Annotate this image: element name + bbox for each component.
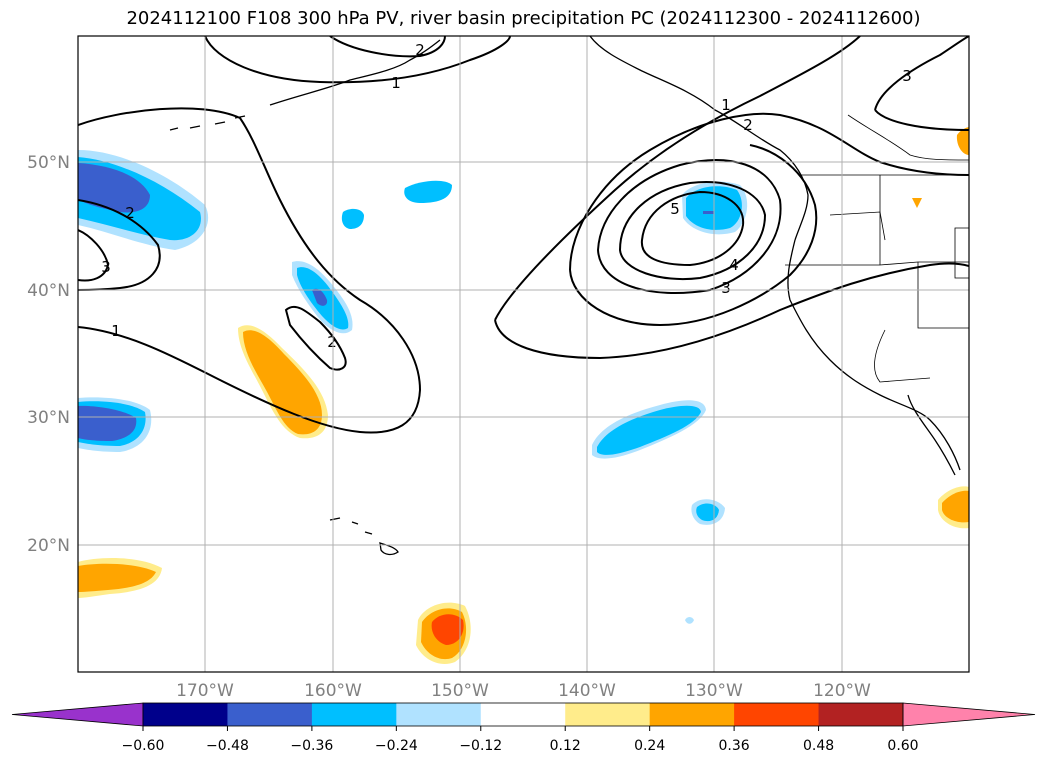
contour-label: 1	[721, 96, 731, 114]
contour-label: 3	[721, 279, 731, 297]
lon-label: 170°W	[176, 681, 234, 701]
colorbar-tick-label: 0.12	[550, 738, 581, 754]
map-frame	[77, 35, 970, 673]
colorbar-tick-label: −0.60	[122, 738, 165, 754]
lon-label: 150°W	[431, 681, 489, 701]
map-title: 2024112100 F108 300 hPa PV, river basin …	[126, 8, 921, 29]
colorbar-segment	[227, 703, 313, 726]
lat-label: 50°N	[27, 153, 70, 173]
contour-label: 2	[743, 116, 753, 134]
colorbar-tick-label: −0.24	[375, 738, 418, 754]
lat-label: 30°N	[27, 408, 70, 428]
colorbar: −0.60 −0.48 −0.36 −0.24 −0.12 0.12 0.24 0.36 0.4…	[11, 702, 1036, 754]
contour-label: 2	[125, 204, 135, 222]
colorbar-segment	[143, 703, 228, 726]
lat-label: 40°N	[27, 281, 70, 301]
lon-label: 120°W	[813, 681, 871, 701]
borders	[785, 114, 969, 383]
colorbar-extend-high	[902, 702, 1036, 727]
colorbar-frame	[142, 702, 904, 727]
pv-contours	[78, 36, 969, 434]
contour-label: 1	[391, 74, 401, 92]
colorbar-segment	[396, 703, 482, 726]
colorbar-segment	[818, 703, 904, 726]
lat-label: 20°N	[27, 536, 70, 556]
colorbar-tick-label: −0.36	[290, 738, 333, 754]
gridlines	[78, 36, 969, 672]
colorbar-tick-label: −0.48	[206, 738, 249, 754]
colorbar-segment	[311, 703, 397, 726]
coastlines	[169, 36, 961, 556]
colorbar-tick-label: 0.24	[634, 738, 665, 754]
latitude-labels: 50°N 40°N 30°N 20°N	[27, 153, 70, 556]
shading-layer	[78, 127, 969, 665]
colorbar-segment	[734, 703, 820, 726]
colorbar-extend-low	[11, 702, 144, 727]
colorbar-tick-label: 0.36	[719, 738, 750, 754]
contour-label: 1	[111, 322, 121, 340]
contour-label: 2	[415, 41, 425, 59]
contour-label: 2	[327, 333, 337, 351]
contour-labels: 2 1 2 3 1 2 2 1 5 4 3 3	[101, 41, 912, 351]
contour-label: 5	[670, 200, 680, 218]
lon-label: 130°W	[685, 681, 743, 701]
colorbar-tick-label: −0.12	[459, 738, 502, 754]
lon-label: 140°W	[558, 681, 616, 701]
lon-label: 160°W	[304, 681, 362, 701]
colorbar-tick-label: 0.60	[887, 738, 918, 754]
contour-label: 3	[902, 67, 912, 85]
colorbar-segment	[480, 703, 566, 726]
longitude-labels: 170°W 160°W 150°W 140°W 130°W 120°W	[176, 681, 871, 701]
contour-label: 3	[101, 258, 111, 276]
map-area: 2 1 2 3 1 2 2 1 5 4 3 3	[78, 36, 969, 672]
colorbar-tick-label: 0.48	[803, 738, 834, 754]
colorbar-segment	[649, 703, 735, 726]
colorbar-segment	[565, 703, 651, 726]
contour-label: 4	[729, 256, 739, 274]
